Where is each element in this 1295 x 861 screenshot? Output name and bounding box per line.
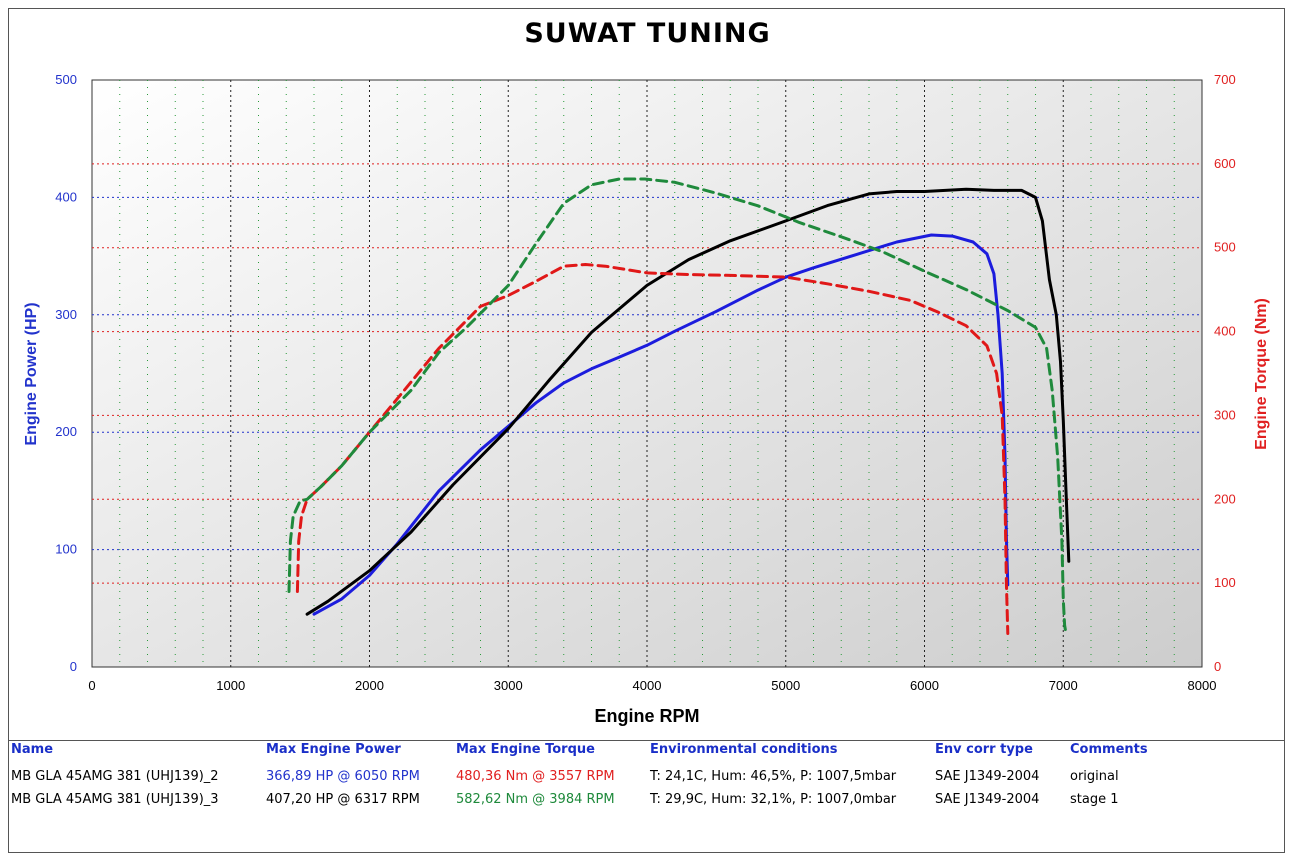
x-tick-label: 8000 [1188,678,1217,693]
y-left-tick-label: 400 [55,189,77,204]
y-right-tick-label: 0 [1214,659,1221,674]
x-tick-label: 5000 [771,678,800,693]
y-left-tick-label: 0 [70,659,77,674]
row-comments: stage 1 [1070,792,1119,807]
row-power: 366,89 HP @ 6050 RPM [266,769,420,784]
y-left-tick-label: 500 [55,72,77,87]
col-header-name: Name [11,742,54,757]
y-left-tick-label: 100 [55,542,77,557]
series-lines [287,177,1071,635]
col-header-corr: Env corr type [935,742,1033,757]
x-tick-label: 3000 [494,678,523,693]
row-corr: SAE J1349-2004 [935,769,1040,784]
series-line-0 [312,233,1010,616]
col-header-power: Max Engine Power [266,742,401,757]
x-tick-label: 1000 [216,678,245,693]
x-tick-label: 7000 [1049,678,1078,693]
y-left-tick-label: 300 [55,307,77,322]
col-header-env: Environmental conditions [650,742,838,757]
row-corr: SAE J1349-2004 [935,792,1040,807]
row-power: 407,20 HP @ 6317 RPM [266,792,420,807]
y-left-tick-label: 200 [55,424,77,439]
y-right-tick-label: 400 [1214,324,1236,339]
x-tick-label: 4000 [633,678,662,693]
row-name: MB GLA 45AMG 381 (UHJ139)_3 [11,792,219,807]
row-torque: 582,62 Nm @ 3984 RPM [456,792,615,807]
x-tick-label: 0 [88,678,95,693]
y-right-tick-label: 600 [1214,156,1236,171]
x-axis-label: Engine RPM [594,706,699,726]
y-right-axis-label: Engine Torque (Nm) [1253,298,1270,450]
y-right-tick-label: 200 [1214,491,1236,506]
x-tick-label: 6000 [910,678,939,693]
y-left-axis-label: Engine Power (HP) [23,302,40,445]
y-right-tick-label: 300 [1214,407,1236,422]
axis-ticks: 0 1000 2000 3000 4000 5000 6000 7000 80000100200… [55,72,1235,693]
row-name: MB GLA 45AMG 381 (UHJ139)_2 [11,769,219,784]
col-header-torque: Max Engine Torque [456,742,595,757]
row-env: T: 29,9C, Hum: 32,1%, P: 1007,0mbar [650,792,897,807]
row-torque: 480,36 Nm @ 3557 RPM [456,769,615,784]
row-comments: original [1070,769,1119,784]
y-right-tick-label: 500 [1214,240,1236,255]
x-tick-label: 2000 [355,678,384,693]
y-right-tick-label: 700 [1214,72,1236,87]
table-divider [8,740,1285,741]
dyno-chart: 0 1000 2000 3000 4000 5000 6000 7000 80000100200… [23,72,1270,726]
series-line-1 [305,187,1071,616]
plot-area [91,79,1203,668]
row-env: T: 24,1C, Hum: 46,5%, P: 1007,5mbar [650,769,897,784]
y-right-tick-label: 100 [1214,575,1236,590]
series-line-3 [287,177,1068,635]
chart-title: SUWAT TUNING [524,18,771,49]
col-header-comments: Comments [1070,742,1148,757]
